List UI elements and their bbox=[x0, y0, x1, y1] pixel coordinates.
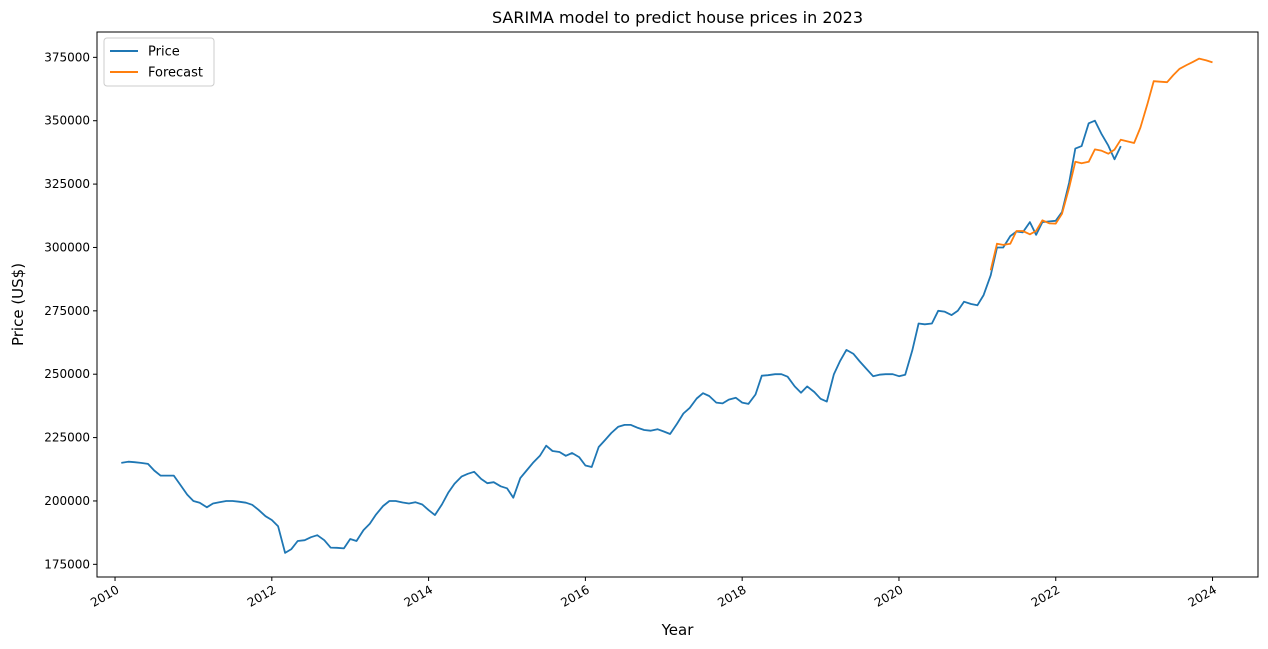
chart-title: SARIMA model to predict house prices in … bbox=[492, 8, 863, 27]
x-tick-label: 2024 bbox=[1186, 582, 1219, 609]
y-tick-label: 200000 bbox=[44, 494, 90, 508]
y-tick-label: 225000 bbox=[44, 431, 90, 445]
plot-area-frame bbox=[96, 31, 1259, 578]
x-tick-label: 2020 bbox=[872, 582, 905, 609]
series-layer bbox=[121, 57, 1213, 554]
legend-label-forecast: Forecast bbox=[148, 66, 203, 81]
x-tick-label: 2012 bbox=[245, 582, 278, 609]
x-axis-title: Year bbox=[661, 621, 695, 639]
x-tick-label: 2014 bbox=[402, 582, 435, 609]
y-axis: 175000 200000 225000 250000 275000 300000 3250… bbox=[44, 50, 97, 571]
y-tick-label: 275000 bbox=[44, 304, 90, 318]
x-tick-label: 2010 bbox=[88, 582, 121, 609]
y-axis-title: Price (US$) bbox=[9, 263, 27, 346]
y-tick-label: 325000 bbox=[44, 177, 90, 191]
x-tick-label: 2022 bbox=[1029, 582, 1062, 609]
y-tick-label: 175000 bbox=[44, 557, 90, 571]
y-tick-label: 250000 bbox=[44, 367, 90, 381]
x-tick-label: 2018 bbox=[715, 582, 748, 609]
legend-label-price: Price bbox=[148, 45, 180, 60]
y-tick-label: 375000 bbox=[44, 50, 90, 64]
y-tick-label: 350000 bbox=[44, 114, 90, 128]
x-tick-label: 2016 bbox=[558, 582, 591, 609]
series-line-price bbox=[121, 119, 1122, 554]
legend: Price Forecast bbox=[103, 37, 215, 87]
series-line-forecast bbox=[989, 57, 1213, 271]
y-tick-label: 300000 bbox=[44, 240, 90, 254]
x-axis: 2010 2012 2014 2016 2018 2020 2022 2024 bbox=[88, 577, 1219, 610]
